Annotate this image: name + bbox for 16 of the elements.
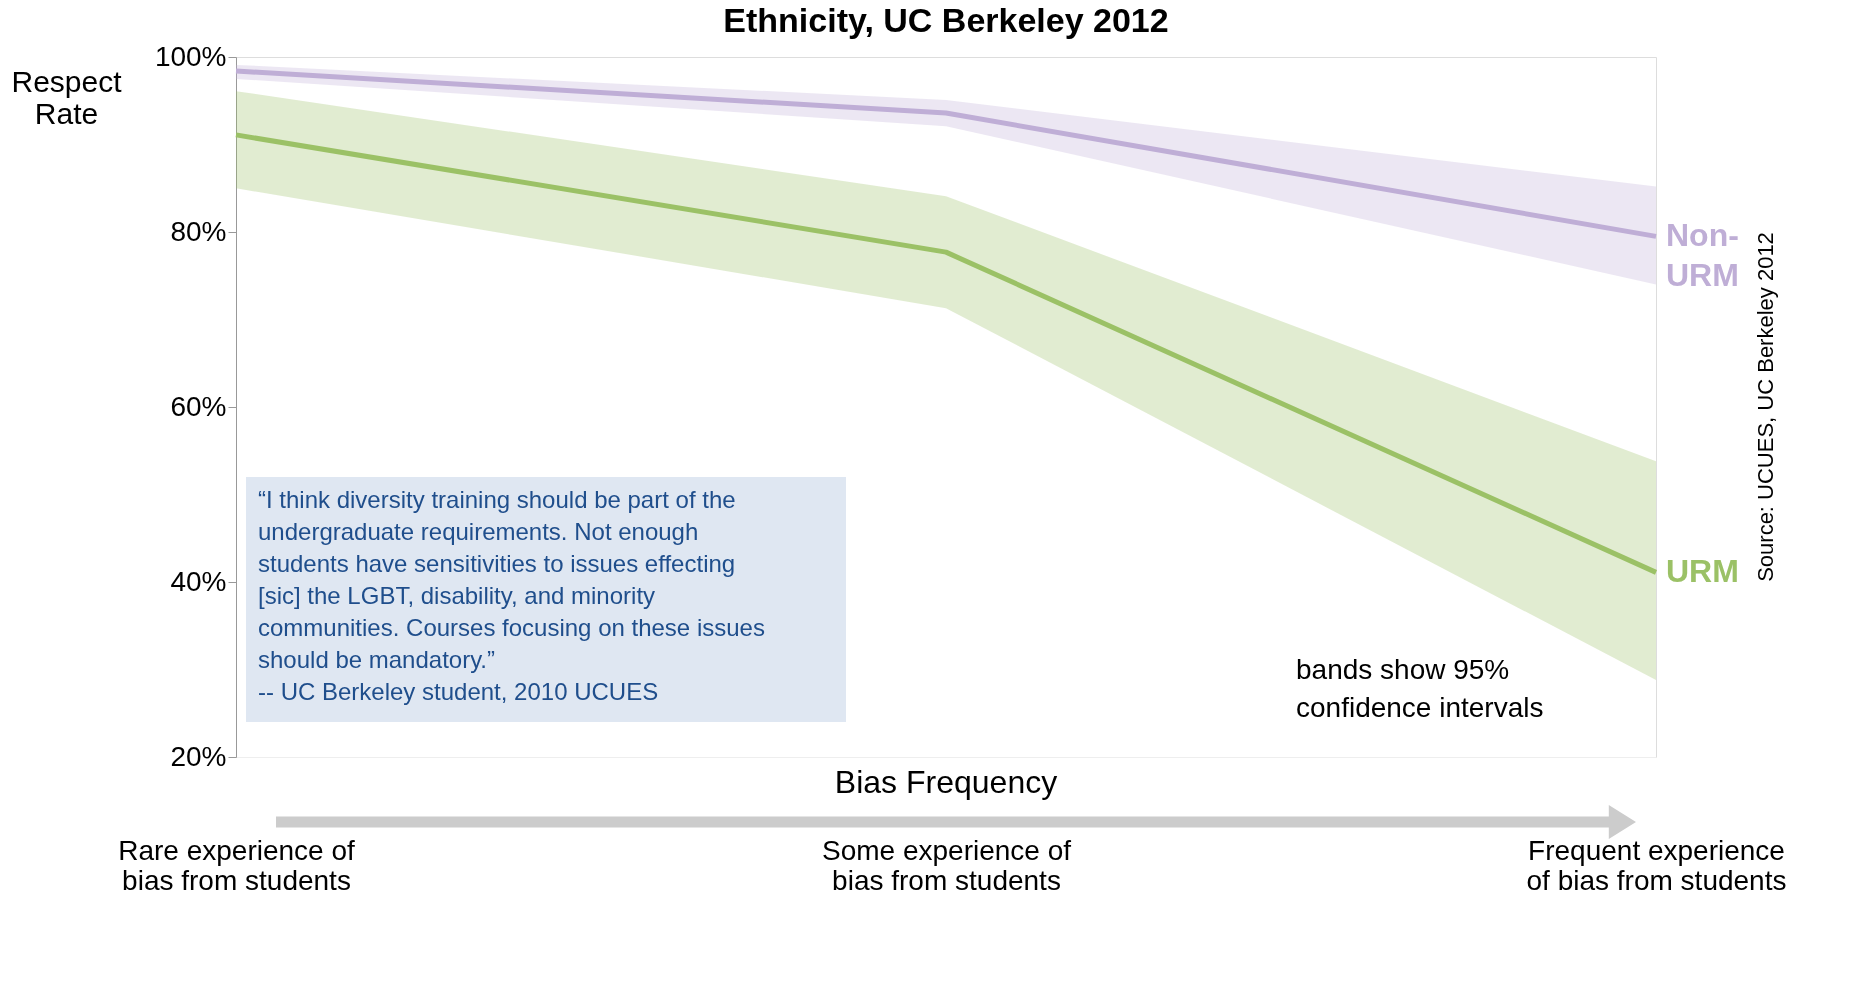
y-tick-label: 100% [154,40,227,72]
x-tick-label: Rare experience of bias from students [118,834,356,896]
source-note: Source: UCUES, UC Berkeley 2012 [1753,232,1778,582]
y-tick-label: 60% [170,390,227,422]
x-tick-label: Frequent experience of bias from students [1526,834,1787,896]
annotation: bands show 95% confidence intervals [1296,654,1544,723]
series-label: URM [1666,553,1739,590]
y-tick-label: 20% [170,740,227,772]
y-axis-title: Respect Rate [11,64,123,130]
y-tick-label: 80% [170,215,227,247]
annotation: “I think diversity training should be part of the undergraduate requirements. Not enough students have sensitivities to issues effecting [sic] the LGBT, disability, and minority communities. Courses focusing on these issues should be mandatory.” -- UC Berkeley student, 2010 UCUES [258,486,765,705]
y-tick-label: 40% [170,565,227,597]
chart-title: Ethnicity, UC Berkeley 2012 [723,1,1169,39]
x-tick-label: Some experience of bias from students [821,834,1072,896]
series-label: Non- URM [1666,217,1739,294]
x-axis-title: Bias Frequency [834,764,1058,800]
